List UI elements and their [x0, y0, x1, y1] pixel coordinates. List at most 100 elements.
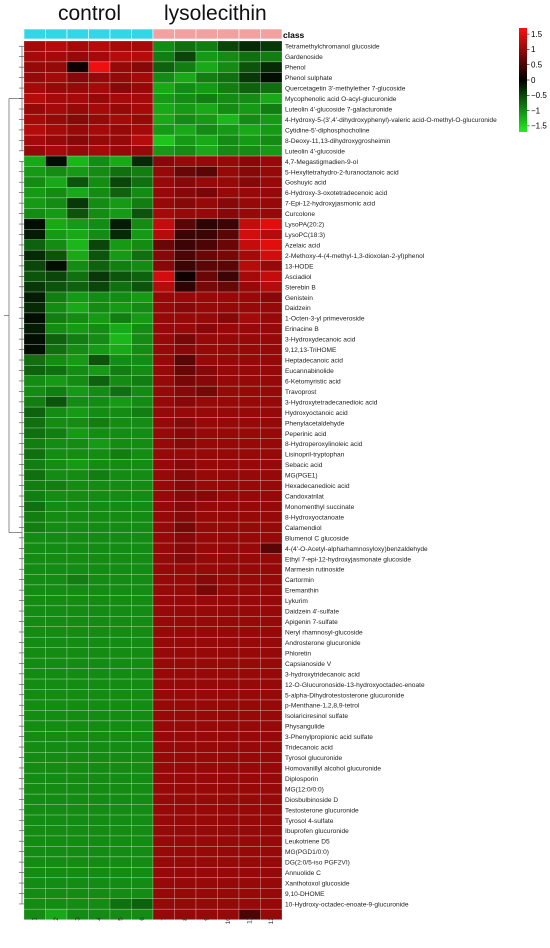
row-label: Tetramethylchromanol glucoside — [285, 44, 380, 51]
heatmap-cell — [260, 344, 283, 356]
heatmap-cell — [260, 208, 283, 220]
heatmap-cell — [45, 113, 68, 125]
heatmap-cell — [260, 804, 283, 816]
heatmap-cell — [217, 239, 240, 251]
row-label: Xanthotoxol glucoside — [285, 881, 350, 888]
class-bar-cell — [131, 28, 154, 40]
heatmap-cell — [88, 93, 111, 105]
heatmap-cell — [45, 176, 68, 188]
colorbar: 1.5 1 0.5 0 −0.5 −1 −1.5 — [519, 28, 547, 132]
heatmap-cell — [66, 825, 89, 837]
heatmap-cell — [88, 772, 111, 784]
heatmap-cell — [152, 103, 175, 115]
heatmap-cell — [131, 867, 154, 879]
row-label: Hexadecanedioic acid — [285, 483, 350, 490]
row-label: Apigenin 7-sulfate — [285, 619, 338, 626]
heatmap-cell — [66, 511, 89, 523]
row-label: Lisinopril-tryptophan — [285, 452, 345, 459]
heatmap-cell — [109, 772, 132, 784]
heatmap-cell — [217, 187, 240, 199]
heatmap-cell — [109, 825, 132, 837]
heatmap-cell — [45, 574, 68, 586]
row-label: DG(2:0/5-iso PGF2VI) — [285, 860, 350, 867]
heatmap-cell — [23, 459, 46, 471]
heatmap-cell — [23, 720, 46, 732]
heatmap-cell — [88, 835, 111, 847]
heatmap-cell — [66, 375, 89, 387]
heatmap-cell — [195, 741, 218, 753]
heatmap-cell — [260, 699, 283, 711]
colorbar-tick-label: −1 — [531, 106, 541, 115]
heatmap-cell — [109, 72, 132, 84]
heatmap-cell — [131, 312, 154, 324]
heatmap-cell — [195, 720, 218, 732]
row-label: Hydroxyoctanoic acid — [285, 410, 348, 417]
heatmap-cell — [238, 417, 261, 429]
colorbar-tick-label: 0.5 — [531, 61, 543, 70]
heatmap-cell — [109, 406, 132, 418]
heatmap-cell — [217, 155, 240, 167]
heatmap-cell — [238, 239, 261, 251]
row-label: Gardenoside — [285, 54, 323, 61]
heatmap-cell — [66, 176, 89, 188]
heatmap-cell — [217, 365, 240, 376]
heatmap-cell — [23, 469, 46, 481]
heatmap-cell — [23, 710, 46, 722]
heatmap-cell — [88, 40, 111, 52]
heatmap-cell — [238, 521, 261, 533]
heatmap-cell — [66, 302, 89, 314]
heatmap-cell — [131, 898, 154, 910]
heatmap-cell — [88, 657, 111, 669]
heatmap-cell — [109, 856, 132, 868]
heatmap-cell — [238, 260, 261, 272]
heatmap-cell — [109, 574, 132, 586]
heatmap-cell — [109, 542, 132, 554]
heatmap-cell — [217, 563, 240, 575]
row-label: Diplosporin — [285, 776, 318, 783]
heatmap-cell — [217, 427, 240, 439]
heatmap-cell — [66, 814, 89, 826]
row-label: 8-Hydroperoxylinoleic acid — [285, 441, 363, 448]
heatmap-cell — [260, 752, 283, 763]
heatmap-cell — [217, 521, 240, 533]
heatmap-cell — [217, 490, 240, 502]
heatmap-cell — [109, 187, 132, 199]
heatmap-cell — [238, 584, 261, 596]
heatmap-cell — [152, 731, 175, 743]
heatmap-cell — [131, 846, 154, 858]
heatmap-cell — [195, 40, 218, 52]
row-label: 3-hydroxytridecanoic acid — [285, 671, 360, 678]
heatmap-cell — [152, 459, 175, 471]
row-label: 9,10-DHOME — [285, 891, 325, 898]
heatmap-cell — [238, 846, 261, 858]
heatmap-cell — [238, 40, 261, 52]
heatmap-cell — [260, 406, 283, 418]
heatmap-cell — [131, 616, 154, 628]
heatmap-cell — [66, 584, 89, 596]
heatmap-cell — [45, 145, 68, 157]
heatmap-cell — [66, 103, 89, 115]
heatmap-cell — [88, 312, 111, 324]
heatmap-cell — [238, 888, 261, 899]
heatmap-cell — [217, 229, 240, 240]
row-label: Annuolide C — [285, 870, 321, 877]
heatmap-cell — [195, 166, 218, 178]
heatmap-cell — [152, 678, 175, 690]
heatmap-cell — [260, 51, 283, 63]
heatmap-cell — [174, 710, 197, 722]
heatmap-cell — [131, 103, 154, 115]
heatmap-cell — [23, 427, 46, 439]
heatmap-cell — [131, 835, 154, 847]
heatmap-cell — [45, 668, 68, 680]
heatmap-cell — [131, 595, 154, 607]
heatmap-cell — [174, 344, 197, 356]
heatmap-cell — [174, 867, 197, 879]
heatmap-cell — [45, 406, 68, 418]
heatmap-cell — [131, 731, 154, 743]
heatmap-cell — [174, 898, 197, 910]
heatmap-cell — [260, 772, 283, 784]
heatmap-cell — [195, 825, 218, 837]
heatmap-cell — [66, 197, 89, 209]
row-label: Mycophenolic acid O-acyl-glucuronide — [285, 96, 397, 103]
heatmap-cell — [217, 856, 240, 868]
